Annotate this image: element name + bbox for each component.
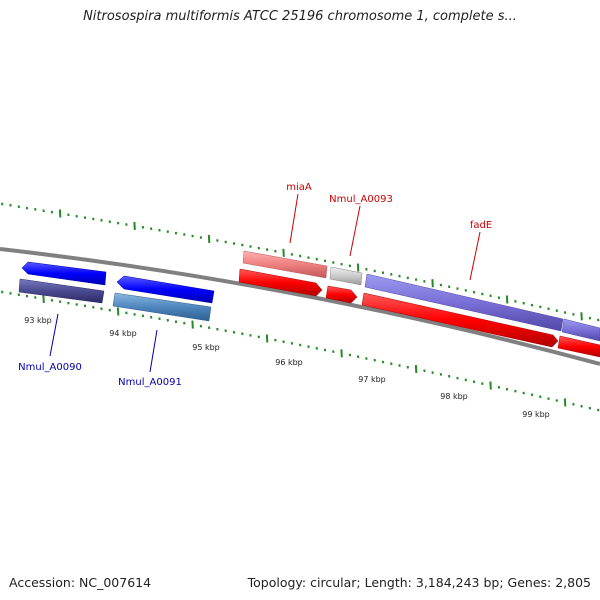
gene-feature-Nmul-A0091-arrow[interactable] [116, 275, 215, 304]
leader-Nmul-A0090 [49, 313, 59, 357]
gene-label-Nmul-A0093[interactable]: Nmul_A0093 [329, 194, 393, 205]
gene-feature-fadE-top[interactable] [364, 273, 564, 332]
gene-feature-next-partial[interactable] [557, 335, 600, 358]
accession-label: Accession: NC_007614 [9, 575, 152, 590]
leader-Nmul-A0091 [149, 329, 158, 373]
gene-label-fadE[interactable]: fadE [470, 220, 492, 231]
tick-label-97kbp: 97 kbp [358, 375, 386, 384]
tick-label-94kbp: 94 kbp [109, 329, 137, 338]
leader-miaA [289, 193, 299, 244]
tick-label-93kbp: 93 kbp [24, 316, 52, 325]
chromosome-backbone [0, 247, 600, 366]
gene-feature-Nmul-A0090[interactable] [18, 278, 105, 304]
gene-feature-fadE-top-continuation[interactable] [561, 318, 600, 342]
gene-feature-miaA[interactable] [238, 268, 323, 297]
tick-label-98kbp: 98 kbp [440, 392, 468, 401]
leader-Nmul-A0093 [349, 205, 361, 257]
gene-feature-Nmul-A0090-arrow[interactable] [21, 261, 107, 286]
gene-label-Nmul-A0091[interactable]: Nmul_A0091 [118, 377, 182, 388]
gene-feature-fadE[interactable] [361, 292, 559, 348]
genome-summary: Topology: circular; Length: 3,184,243 bp… [247, 575, 591, 590]
gene-label-miaA[interactable]: miaA [286, 182, 312, 193]
gene-feature-Nmul-A0093-top[interactable] [329, 266, 363, 286]
map-title: Nitrosospira multiformis ATCC 25196 chro… [83, 9, 517, 24]
gene-feature-Nmul-A0093[interactable] [325, 285, 358, 304]
gene-label-Nmul-A0090[interactable]: Nmul_A0090 [18, 362, 82, 373]
gene-feature-miaA-top[interactable] [242, 250, 328, 279]
outer-tick-ring [1, 202, 600, 322]
tick-label-96kbp: 96 kbp [275, 358, 303, 367]
inner-tick-ring [1, 290, 600, 412]
leader-fadE [469, 231, 481, 281]
gene-feature-Nmul-A0091[interactable] [112, 292, 212, 322]
tick-label-99kbp: 99 kbp [522, 410, 550, 419]
tick-label-95kbp: 95 kbp [192, 343, 220, 352]
